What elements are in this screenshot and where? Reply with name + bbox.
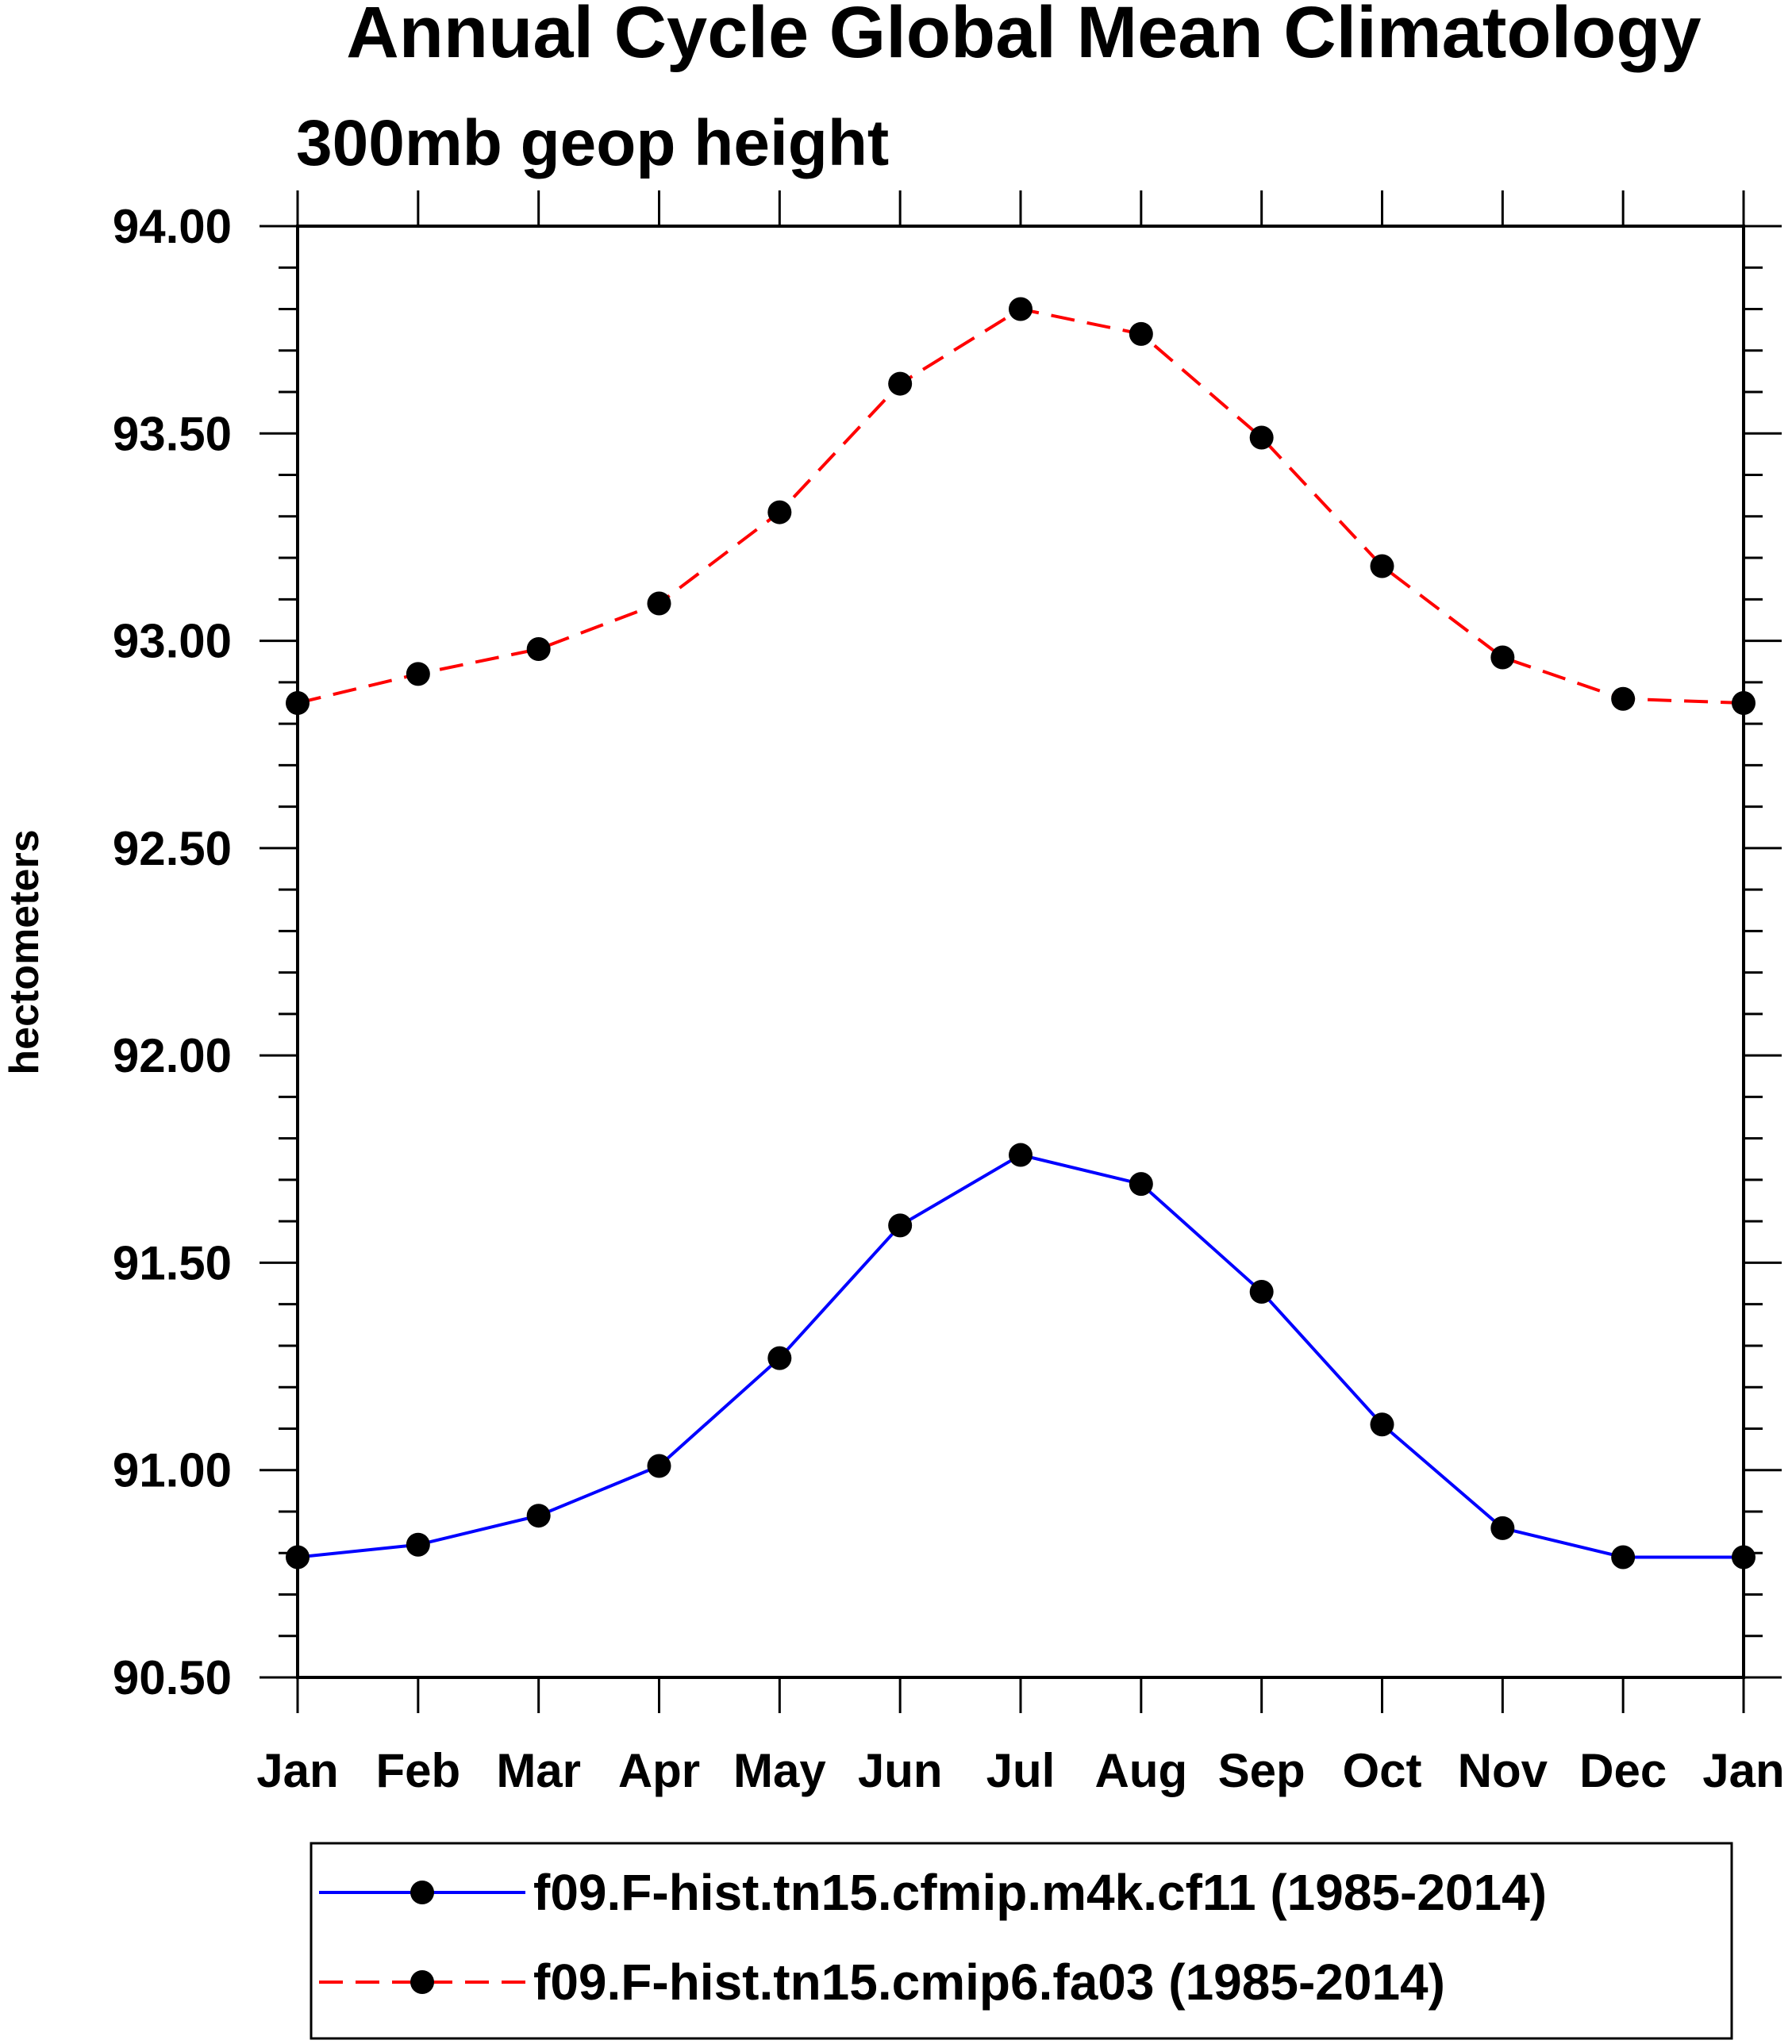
data-point bbox=[1611, 686, 1636, 711]
legend-box bbox=[310, 1842, 1733, 2040]
y-axis-label: hectometers bbox=[2, 829, 48, 1074]
data-point bbox=[406, 1532, 430, 1557]
data-point bbox=[888, 371, 913, 396]
data-point bbox=[1129, 1172, 1153, 1197]
series-2 bbox=[286, 297, 1755, 715]
data-point bbox=[767, 500, 792, 524]
legend-entry-2: f09.F-hist.tn15.cmip6.fa03 (1985-2014) bbox=[319, 1954, 1445, 2011]
data-point bbox=[286, 690, 310, 715]
chart-title: Annual Cycle Global Mean Climatology bbox=[346, 0, 1701, 73]
data-point bbox=[647, 591, 671, 616]
data-point bbox=[406, 662, 430, 686]
legend-marker bbox=[410, 1881, 434, 1904]
data-point bbox=[1249, 425, 1274, 450]
x-tick-label: Feb bbox=[375, 1744, 460, 1797]
chart-subtitle: 300mb geop height bbox=[296, 107, 889, 179]
data-point bbox=[1611, 1545, 1636, 1570]
data-point bbox=[767, 1346, 792, 1370]
series-layer bbox=[286, 297, 1755, 1570]
y-tick-label: 90.50 bbox=[113, 1651, 232, 1704]
y-tick-label: 92.50 bbox=[113, 822, 232, 875]
x-tick-label: Dec bbox=[1579, 1744, 1667, 1797]
x-tick-label: Apr bbox=[618, 1744, 700, 1797]
y-tick-label: 93.50 bbox=[113, 407, 232, 460]
y-tick-label: 91.00 bbox=[113, 1444, 232, 1497]
x-tick-label: Jun bbox=[858, 1744, 943, 1797]
x-tick-label: Jan bbox=[1702, 1744, 1784, 1797]
y-tick-label: 91.50 bbox=[113, 1236, 232, 1289]
data-point bbox=[1732, 1545, 1755, 1570]
x-tick-label: Mar bbox=[496, 1744, 581, 1797]
data-point bbox=[526, 637, 551, 662]
data-point bbox=[1370, 1412, 1394, 1437]
data-point bbox=[1129, 321, 1153, 346]
series-1 bbox=[286, 1143, 1755, 1570]
data-point bbox=[1009, 1143, 1033, 1167]
x-tick-label: Nov bbox=[1458, 1744, 1548, 1797]
x-tick-label: May bbox=[733, 1744, 826, 1797]
axes: 94.00 93.50 93.00 92.50 92.00 91.50 91.00 90.50… bbox=[113, 190, 1785, 1797]
x-tick-label: Aug bbox=[1095, 1744, 1188, 1797]
x-tick-label: Jan bbox=[256, 1744, 338, 1797]
series-line bbox=[297, 1153, 1744, 1559]
legend-marker bbox=[410, 1970, 434, 1994]
data-point bbox=[1732, 690, 1755, 715]
data-point bbox=[1490, 1516, 1515, 1540]
data-point bbox=[286, 1545, 310, 1570]
plot-frame bbox=[296, 225, 1745, 1679]
x-tick-label: Jul bbox=[986, 1744, 1056, 1797]
y-tick-label: 93.00 bbox=[113, 615, 232, 668]
y-tick-label: 94.00 bbox=[113, 200, 232, 253]
series-line bbox=[297, 307, 1744, 705]
data-point bbox=[1009, 297, 1033, 321]
legend-label: f09.F-hist.tn15.cmip6.fa03 (1985-2014) bbox=[533, 1954, 1445, 2011]
data-point bbox=[888, 1213, 913, 1238]
legend-label: f09.F-hist.tn15.cfmip.m4k.cf11 (1985-201… bbox=[533, 1864, 1547, 1921]
x-tick-label: Sep bbox=[1218, 1744, 1306, 1797]
data-point bbox=[647, 1454, 671, 1478]
legend-entry-1: f09.F-hist.tn15.cfmip.m4k.cf11 (1985-201… bbox=[319, 1864, 1547, 1921]
x-tick-label: Oct bbox=[1342, 1744, 1421, 1797]
data-point bbox=[1370, 554, 1394, 578]
y-tick-label: 92.00 bbox=[113, 1029, 232, 1082]
legend: f09.F-hist.tn15.cfmip.m4k.cf11 (1985-201… bbox=[310, 1842, 1733, 2040]
data-point bbox=[1490, 645, 1515, 670]
data-point bbox=[1249, 1280, 1274, 1304]
data-point bbox=[526, 1504, 551, 1528]
